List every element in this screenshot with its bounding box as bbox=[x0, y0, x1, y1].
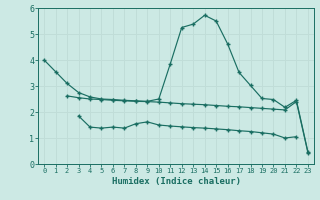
X-axis label: Humidex (Indice chaleur): Humidex (Indice chaleur) bbox=[111, 177, 241, 186]
